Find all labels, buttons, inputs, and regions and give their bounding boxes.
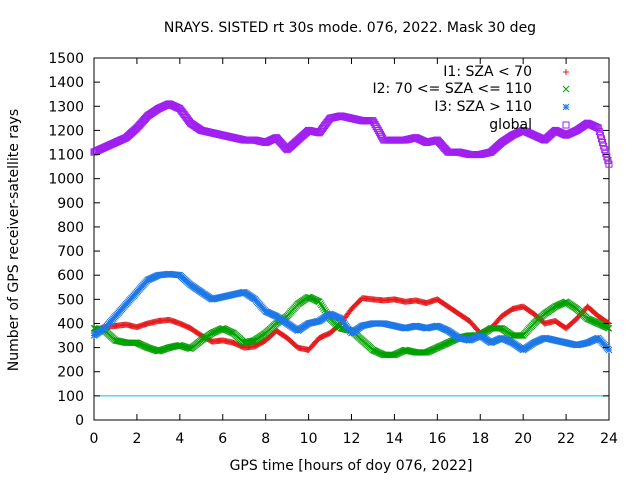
y-tick-label: 1200 [48,123,84,139]
chart-title: NRAYS. SISTED rt 30s mode. 076, 2022. Ma… [164,20,536,36]
data-point [602,149,610,157]
legend-entry-i3: I3: SZA > 110 [434,99,570,115]
legend-label-i2: I2: 70 <= SZA <= 110 [372,81,532,97]
legend-marker-symbol [562,121,570,129]
legend-marker-i2 [562,85,570,93]
x-tick-label: 22 [557,431,575,447]
legend-label-i3: I3: SZA > 110 [434,99,532,115]
x-tick-label: 24 [600,431,618,447]
y-tick-label: 200 [57,365,84,381]
data-point [595,128,603,136]
data-point [601,146,609,154]
y-tick-label: 1500 [48,51,84,67]
legend-marker-symbol [562,85,570,93]
data-point [250,337,258,344]
x-tick-label: 6 [218,431,227,447]
legend: I1: SZA < 70 I2: 70 <= SZA <= 110 I3: SZ… [372,64,570,133]
data-point [605,346,613,354]
y-tick-label: 1300 [48,99,84,115]
y-tick-label: 100 [57,389,84,405]
data-point [599,138,607,146]
x-tick-label: 20 [514,431,532,447]
x-tick-label: 8 [261,431,270,447]
data-point [603,153,611,161]
x-tick-label: 4 [175,431,184,447]
data-point [605,160,613,168]
legend-label-i1: I1: SZA < 70 [443,64,532,80]
data-point [604,157,612,165]
data-layer [90,100,613,359]
data-point [605,324,613,332]
data-point [597,135,605,143]
series-1 [90,293,613,359]
y-tick-label: 300 [57,341,84,357]
legend-entry-i1: I1: SZA < 70 [443,64,569,80]
x-tick-label: 0 [90,431,99,447]
x-axis-label: GPS time [hours of doy 076, 2022] [230,458,473,474]
x-axis-ticks: 0 2 4 6 8 10 12 14 16 18 20 22 24 [90,58,618,447]
y-tick-label: 1400 [48,75,84,91]
y-tick-label: 900 [57,196,84,212]
legend-entry-global: global [489,117,570,133]
data-point [596,131,604,139]
legend-marker-symbol [563,69,569,75]
y-tick-label: 400 [57,316,84,332]
legend-marker-i3 [562,103,570,111]
x-tick-label: 10 [300,431,318,447]
y-tick-label: 800 [57,220,84,236]
y-tick-label: 1000 [48,172,84,188]
legend-entry-i2: I2: 70 <= SZA <= 110 [372,81,570,97]
y-tick-label: 0 [75,413,84,429]
y-axis-ticks: 0 100 200 300 400 500 600 700 800 900 1000 1100 1200… [48,51,609,429]
legend-marker-global [562,121,570,129]
x-tick-label: 2 [132,431,141,447]
y-tick-label: 700 [57,244,84,260]
data-point [516,332,524,339]
legend-marker-i1 [563,69,569,75]
series-3 [90,100,613,168]
x-tick-label: 16 [428,431,446,447]
legend-marker-symbol [562,103,570,111]
x-tick-label: 14 [386,431,404,447]
x-tick-label: 12 [343,431,361,447]
y-tick-label: 600 [57,268,84,284]
y-axis-label: Number of GPS receiver-satellite rays [6,109,22,371]
y-tick-label: 1100 [48,148,84,164]
data-point [600,142,608,150]
data-point [594,124,602,132]
x-tick-label: 18 [471,431,489,447]
legend-label-global: global [489,117,532,133]
y-tick-label: 500 [57,292,84,308]
series-2 [90,270,613,354]
